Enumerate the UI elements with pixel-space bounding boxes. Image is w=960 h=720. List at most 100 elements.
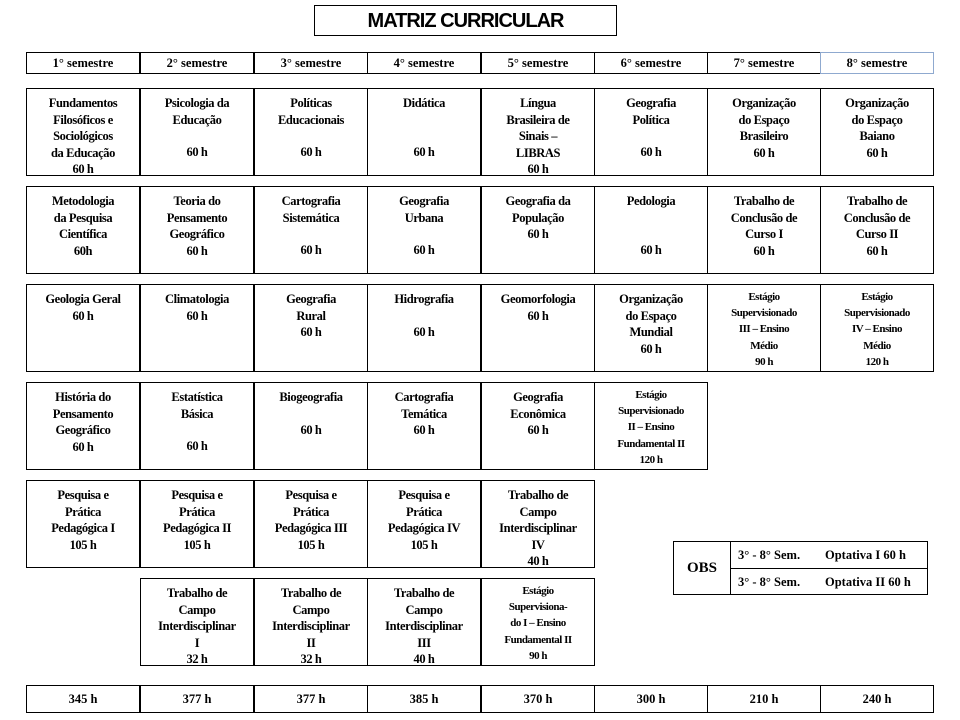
course-line: do I – Ensino <box>510 617 566 630</box>
obs-box: OBS 3° - 8° Sem. Optativa I 60 h 3° - 8°… <box>673 541 928 595</box>
course-cell: História do Pensamento Geográfico 60 h <box>26 382 140 470</box>
course-line: 105 h <box>183 537 211 552</box>
semester-total: 300 h <box>594 685 708 713</box>
course-line: Mundial <box>629 325 673 340</box>
semester-total: 377 h <box>254 685 368 713</box>
course-line: 60 h <box>186 243 208 258</box>
course-line: Prática <box>292 504 330 519</box>
course-line: População <box>512 210 564 225</box>
course-line <box>141 128 253 144</box>
course-line: Organização <box>845 96 909 110</box>
course-cell: Trabalho de Campo Interdisciplinar I 32 h <box>140 578 254 666</box>
course-cell: Estágio Supervisionado II – Ensino Fundamen… <box>594 382 708 470</box>
semester-total: 210 h <box>707 685 821 713</box>
course-line: Geografia da <box>505 194 571 208</box>
course-line: Curso II <box>855 227 899 242</box>
course-line: 105 h <box>410 537 438 552</box>
course-line: 60 h <box>72 162 94 177</box>
course-line: Língua <box>520 96 556 110</box>
course-cell: Trabalho de Campo Interdisciplinar II 32 h <box>254 578 368 666</box>
course-line: Brasileiro <box>739 129 789 144</box>
course-line: Pesquisa e <box>398 488 450 502</box>
course-cell: Estágio Supervisionado III – Ensino Médio 90… <box>707 284 821 372</box>
course-line: Organização <box>619 292 683 306</box>
course-line: 60 h <box>527 162 549 177</box>
course-line: Didática <box>403 96 445 110</box>
course-line: Trabalho de <box>507 488 569 502</box>
course-line: Trabalho de <box>733 194 795 208</box>
course-line: Pedagógica IV <box>387 521 461 536</box>
course-line: IV <box>531 537 545 552</box>
course-cell: Hidrografia 60 h <box>367 284 481 372</box>
course-line: Médio <box>863 339 891 352</box>
course-line <box>595 226 707 242</box>
course-line: Pedagógica I <box>51 521 115 536</box>
course-line: Médio <box>750 339 778 352</box>
course-line: Conclusão de <box>730 210 798 225</box>
course-line <box>255 128 367 144</box>
course-line: 60 h <box>300 243 322 258</box>
course-line <box>368 226 480 242</box>
course-line: Trabalho de <box>846 194 908 208</box>
course-line: Baiano <box>859 129 895 144</box>
course-line: 60 h <box>300 325 322 340</box>
semester-header: 7° semestre <box>707 52 821 74</box>
page-title: MATRIZ CURRICULAR <box>314 5 617 36</box>
semester-total: 370 h <box>481 685 595 713</box>
course-cell: Pesquisa e Prática Pedagógica I 105 h <box>26 480 140 568</box>
course-line: Interdisciplinar <box>385 619 463 634</box>
course-line: Educação <box>172 112 222 127</box>
course-line: Organização <box>732 96 796 110</box>
course-line: Estágio <box>748 291 780 303</box>
course-line: Pedologia <box>626 194 676 208</box>
course-line: Climatologia <box>165 292 229 306</box>
course-cell: Organização do Espaço Mundial 60 h <box>594 284 708 372</box>
course-cell: Geologia Geral 60 h <box>26 284 140 372</box>
course-line: 32 h <box>186 652 208 667</box>
course-line <box>595 128 707 144</box>
course-line: 60 h <box>640 341 662 356</box>
course-cell: Pedologia 60 h <box>594 186 708 274</box>
course-line <box>141 422 253 438</box>
course-line: Geomorfologia <box>500 292 576 306</box>
obs-elective: Optativa II 60 h <box>825 575 911 589</box>
course-cell: Trabalho de Conclusão de Curso I 60 h <box>707 186 821 274</box>
course-cell: Biogeografia 60 h <box>254 382 368 470</box>
course-line: Sinais – <box>518 129 558 144</box>
course-line: 60h <box>73 243 93 258</box>
course-cell: Políticas Educacionais 60 h <box>254 88 368 176</box>
course-line: II <box>306 635 316 650</box>
course-line: Geografia <box>513 390 563 404</box>
course-line: IV – Ensino <box>852 323 902 336</box>
course-line: Teoria do <box>173 194 221 208</box>
course-line: do Espaço <box>625 308 677 323</box>
course-line: 60 h <box>640 242 662 257</box>
semester-total: 377 h <box>140 685 254 713</box>
course-line: I <box>194 635 200 650</box>
course-line: Curso I <box>745 227 783 242</box>
course-line: LIBRAS <box>515 145 561 160</box>
course-line: Pesquisa e <box>285 488 337 502</box>
course-cell: Trabalho de Campo Interdisciplinar IV 40 h <box>481 480 595 568</box>
course-line: Trabalho de <box>166 586 228 600</box>
course-line: Estágio <box>522 585 554 597</box>
course-cell: Língua Brasileira de Sinais – LIBRAS 60 h <box>481 88 595 176</box>
course-line: Temática <box>401 406 447 421</box>
course-cell: Trabalho de Campo Interdisciplinar III 40 h <box>367 578 481 666</box>
course-line: Sistemática <box>282 210 340 225</box>
course-cell: Geografia Econômica 60 h <box>481 382 595 470</box>
course-line: Pesquisa e <box>171 488 223 502</box>
course-line: da Pesquisa <box>53 210 113 225</box>
course-line: Rural <box>296 308 326 323</box>
course-line <box>368 308 480 324</box>
semester-header: 4° semestre <box>367 52 481 74</box>
course-line: Geográfico <box>55 423 111 438</box>
course-line <box>255 226 367 242</box>
course-line: Pesquisa e <box>57 488 109 502</box>
course-line: 60 h <box>413 243 435 258</box>
course-line: III – Ensino <box>738 323 790 336</box>
course-line: Básica <box>180 406 214 421</box>
course-cell: Geomorfologia 60 h <box>481 284 595 372</box>
semester-header: 2° semestre <box>140 52 254 74</box>
course-line: História do <box>55 390 111 404</box>
